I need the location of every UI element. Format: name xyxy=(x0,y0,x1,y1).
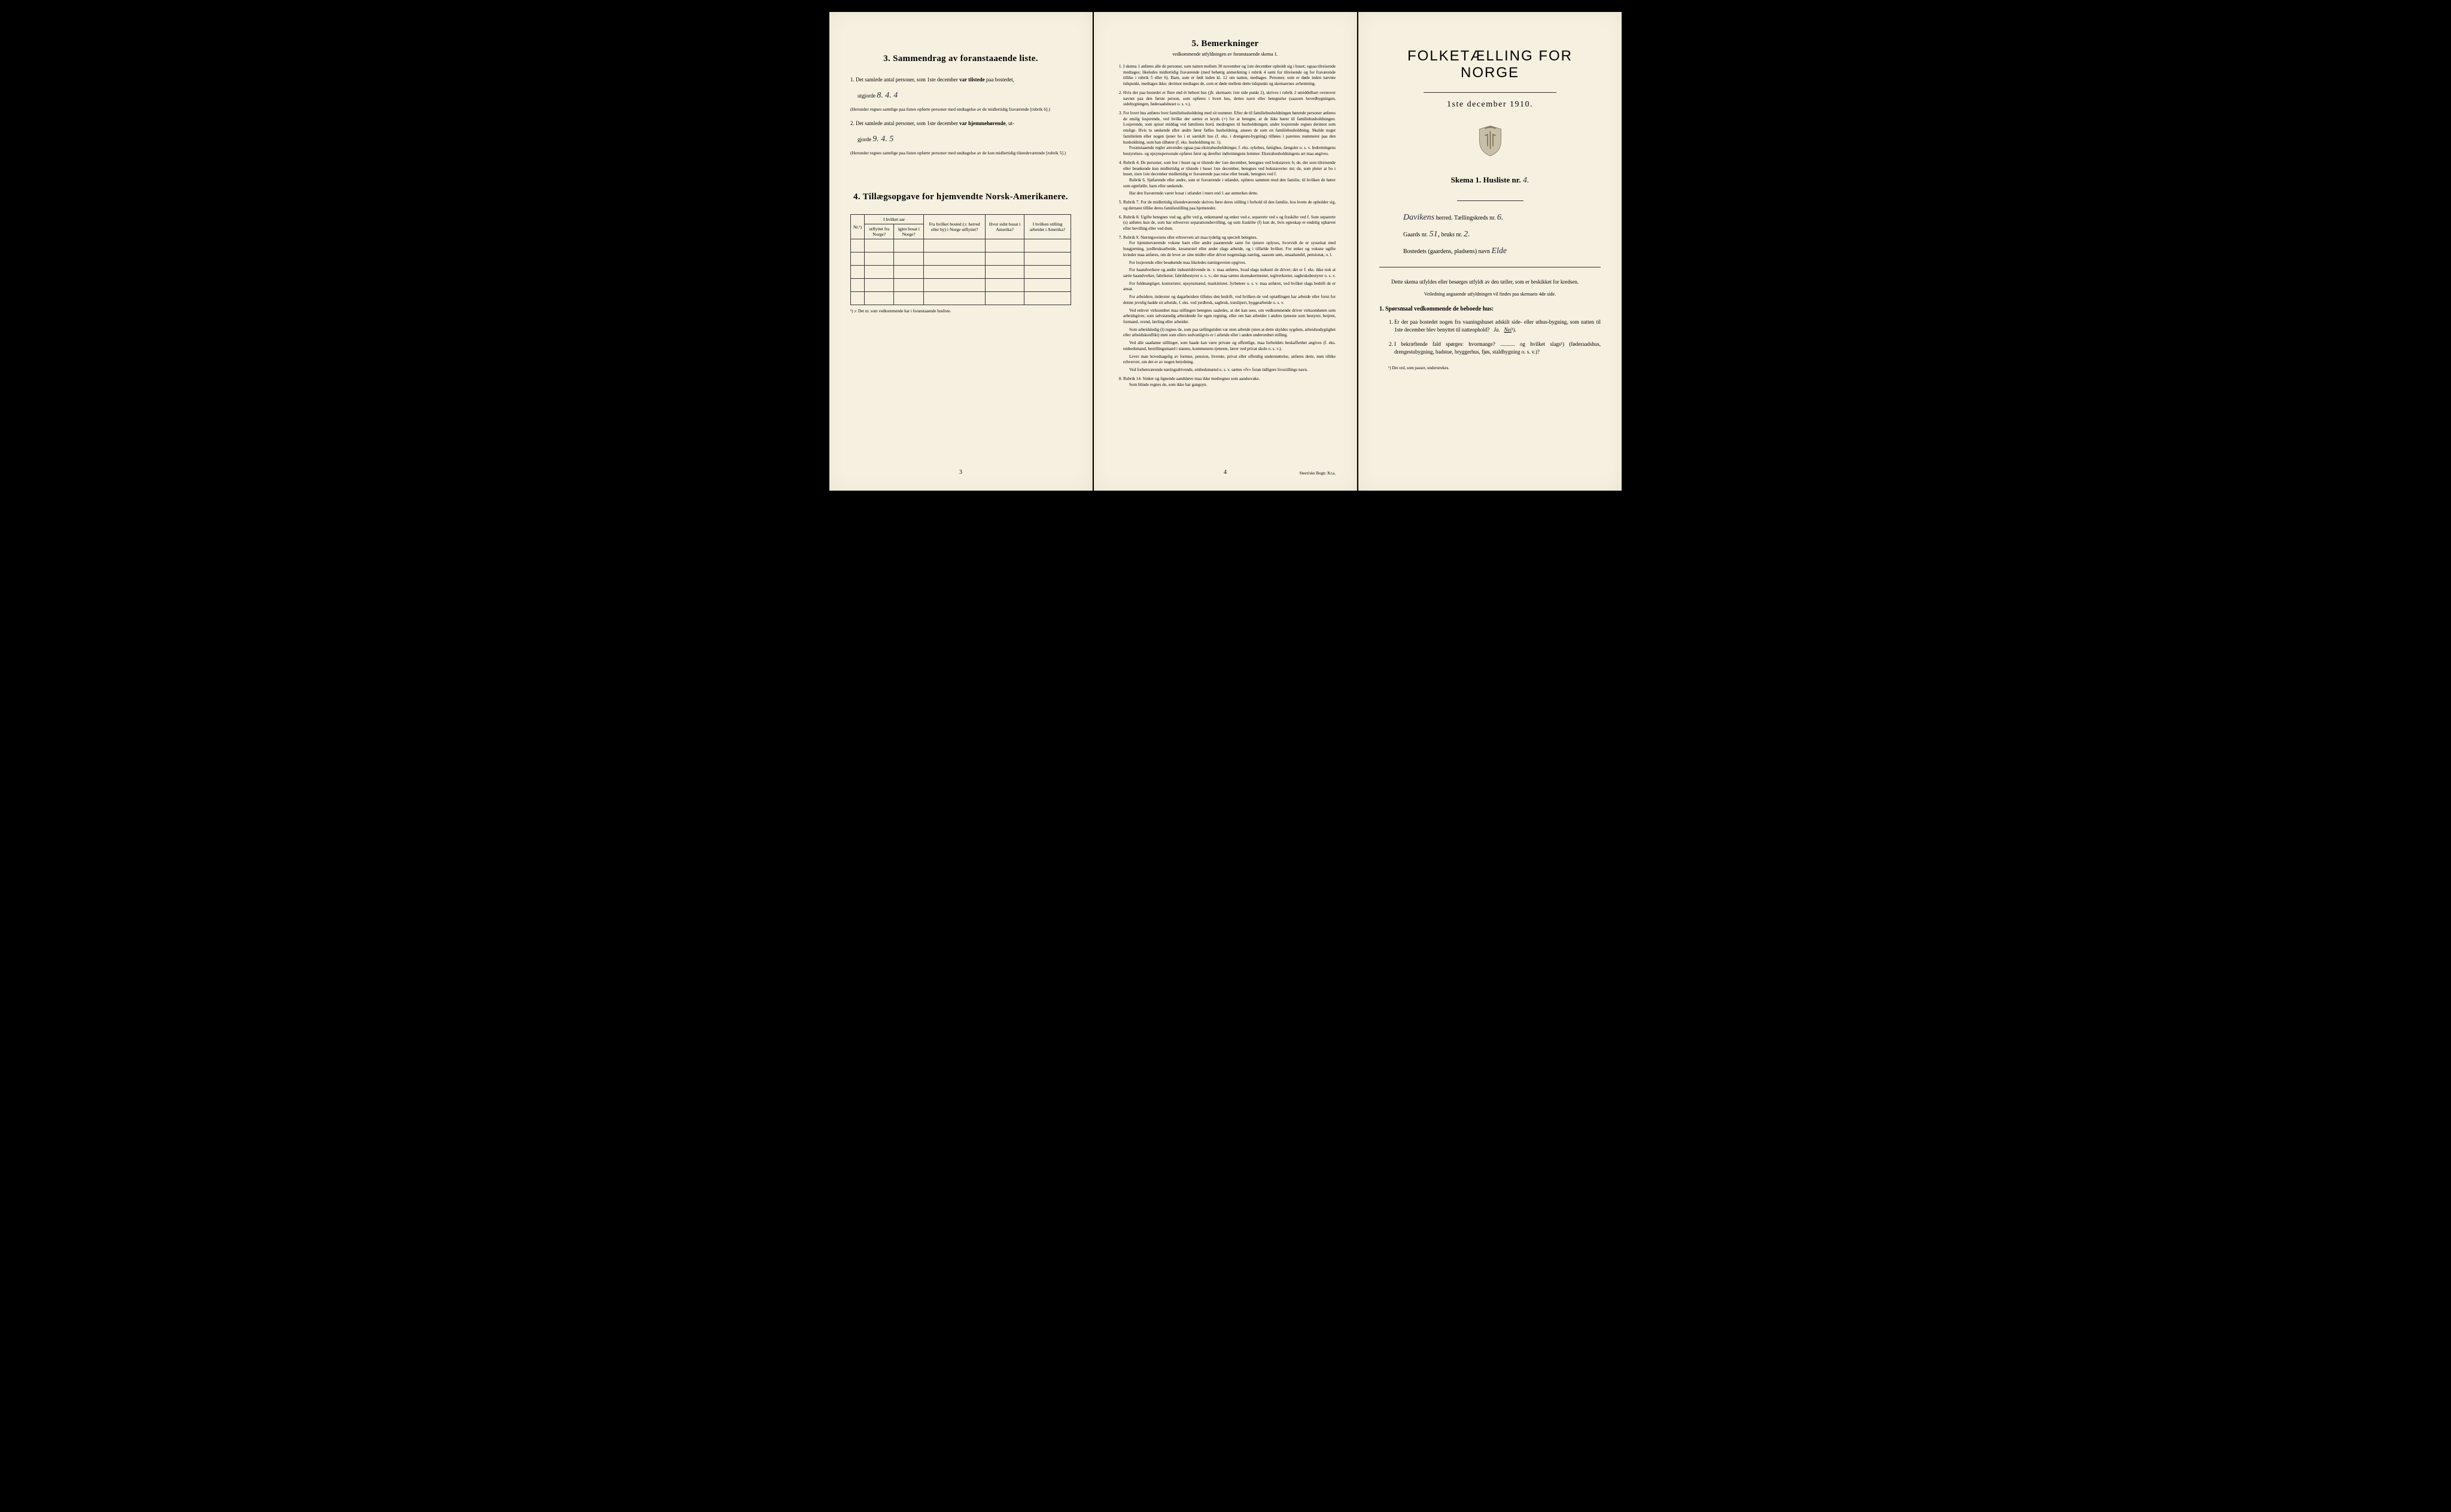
gaards-nr: 51, xyxy=(1430,230,1440,239)
section-5-title: 5. Bemerkninger xyxy=(1115,39,1336,49)
section-4-title: 4. Tillægsopgave for hjemvendte Norsk-Am… xyxy=(850,192,1071,202)
remarks-list: I skema 1 anføres alle de personer, som … xyxy=(1115,64,1336,388)
husliste-nr: 4. xyxy=(1523,176,1529,185)
answer-nei: Nei xyxy=(1504,327,1512,333)
th-from: Fra hvilket bosted (ɔ: herred eller by) … xyxy=(924,215,986,239)
remark-2: Hvis der paa bostedet er flere end ét be… xyxy=(1123,90,1336,108)
table-row xyxy=(851,239,1071,252)
item-2-note: (Herunder regnes samtlige paa listen opf… xyxy=(850,150,1071,157)
remark-8: Rubrik 14. Sinker og lignende aandsløve … xyxy=(1123,376,1336,388)
right-footnote: ¹) Det ord, som passer, understrekes. xyxy=(1379,366,1601,370)
bosted-line: Bostedets (gaardens, pladsens) navn Elde xyxy=(1379,247,1601,256)
th-where: Hvor sidst bosat i Amerika? xyxy=(986,215,1024,239)
remark-6: Rubrik 8. Ugifte betegnes ved ug, gifte … xyxy=(1123,215,1336,232)
bosted-value: Elde xyxy=(1491,247,1507,255)
remark-7: Rubrik 9. Næringsveiens eller erhvervets… xyxy=(1123,235,1336,373)
table-row xyxy=(851,252,1071,266)
instruction-1: Dette skema utfyldes eller besørges utfy… xyxy=(1379,278,1601,287)
document-spread: 3. Sammendrag av foranstaaende liste. 1.… xyxy=(829,12,1622,491)
herred-value: Davikens xyxy=(1403,213,1434,222)
section-5-subtitle: vedkommende utfyldningen av foranstaaend… xyxy=(1115,51,1336,57)
th-position: I hvilken stilling arbeidet i Amerika? xyxy=(1024,215,1071,239)
remark-5: Rubrik 7. For de midlertidig tilstedevær… xyxy=(1123,200,1336,211)
page-1-cover: FOLKETÆLLING FOR NORGE 1ste december 191… xyxy=(1358,12,1622,491)
table-row xyxy=(851,292,1071,305)
th-returned: igjen bosat i Norge? xyxy=(894,224,924,239)
page-4: 5. Bemerkninger vedkommende utfyldningen… xyxy=(1094,12,1357,491)
questions-list: Er der paa bostedet nogen fra vaaningshu… xyxy=(1379,318,1601,357)
handwritten-value-1: 8. 4. 4 xyxy=(877,91,898,100)
coat-of-arms-icon xyxy=(1379,124,1601,160)
table-body xyxy=(851,239,1071,305)
remark-4: Rubrik 4. De personer, som bor i huset o… xyxy=(1123,160,1336,197)
th-year: I hvilket aar xyxy=(865,215,924,224)
question-2: I bekræftende fald spørges: hvormange? .… xyxy=(1394,340,1601,357)
question-1: Er der paa bostedet nogen fra vaaningshu… xyxy=(1394,318,1601,334)
item-1: 1. Det samlede antal personer, som 1ste … xyxy=(850,76,1071,84)
item-2-value-line: gjorde 9. 4. 5 xyxy=(850,133,1071,145)
skema-rule xyxy=(1457,200,1523,201)
census-date: 1ste december 1910. xyxy=(1379,100,1601,109)
herred-line: Davikens herred. Tællingskreds nr. 6. xyxy=(1379,213,1601,223)
instruction-2: Veiledning angaaende utfyldningen vil fi… xyxy=(1379,291,1601,297)
page-3: 3. Sammendrag av foranstaaende liste. 1.… xyxy=(829,12,1093,491)
skema-line: Skema 1. Husliste nr. 4. xyxy=(1379,175,1601,185)
th-emigrated: utflyttet fra Norge? xyxy=(865,224,894,239)
table-footnote: ¹) ɔ: Det nr. som vedkommende har i fora… xyxy=(850,309,1071,314)
bruks-nr: 2. xyxy=(1464,230,1470,239)
kreds-nr: 6. xyxy=(1497,213,1504,222)
item-1-note: (Herunder regnes samtlige paa listen opf… xyxy=(850,107,1071,113)
handwritten-value-2: 9. 4. 5 xyxy=(872,135,893,144)
title-rule xyxy=(1424,92,1556,93)
printer-credit: Steen'ske Bogtr. Kr.a. xyxy=(1299,471,1336,476)
item-2: 2. Det samlede antal personer, som 1ste … xyxy=(850,120,1071,128)
item-1-value-line: utgjorde 8. 4. 4 xyxy=(850,89,1071,102)
remark-3: For hvert hus anføres hver familiehushol… xyxy=(1123,111,1336,157)
table-row xyxy=(851,279,1071,292)
main-title: FOLKETÆLLING FOR NORGE xyxy=(1379,48,1601,81)
page-number: 3 xyxy=(959,469,962,476)
page-number: 4 xyxy=(1224,469,1227,476)
th-nr: Nr.¹) xyxy=(851,215,865,239)
section-3-title: 3. Sammendrag av foranstaaende liste. xyxy=(850,54,1071,64)
emigrant-table: Nr.¹) I hvilket aar Fra hvilket bosted (… xyxy=(850,214,1071,305)
table-row xyxy=(851,266,1071,279)
remark-1: I skema 1 anføres alle de personer, som … xyxy=(1123,64,1336,87)
gaards-line: Gaards nr. 51, bruks nr. 2. xyxy=(1379,230,1601,239)
questions-heading: 1. Spørsmaal vedkommende de beboede hus: xyxy=(1379,306,1601,312)
